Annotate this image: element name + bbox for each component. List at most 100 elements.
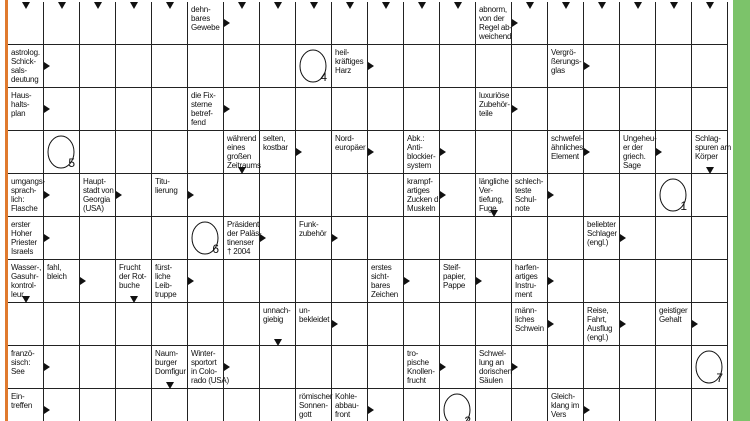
cell[interactable] — [224, 260, 260, 303]
cell[interactable] — [224, 303, 260, 346]
cell[interactable] — [620, 346, 656, 389]
cell[interactable] — [692, 88, 728, 131]
cell[interactable] — [44, 217, 80, 260]
cell[interactable] — [548, 303, 584, 346]
cell[interactable] — [188, 174, 224, 217]
cell[interactable] — [152, 303, 188, 346]
cell[interactable] — [548, 217, 584, 260]
cell[interactable] — [80, 131, 116, 174]
cell[interactable] — [116, 45, 152, 88]
cell[interactable] — [548, 88, 584, 131]
cell[interactable] — [224, 346, 260, 389]
cell[interactable] — [188, 260, 224, 303]
cell[interactable] — [116, 346, 152, 389]
cell[interactable] — [152, 131, 188, 174]
cell[interactable] — [152, 88, 188, 131]
cell[interactable] — [656, 217, 692, 260]
cell[interactable] — [116, 88, 152, 131]
cell[interactable] — [692, 260, 728, 303]
cell[interactable] — [260, 217, 296, 260]
cell[interactable] — [440, 346, 476, 389]
cell[interactable] — [512, 346, 548, 389]
cell[interactable] — [440, 88, 476, 131]
cell[interactable] — [548, 346, 584, 389]
cell[interactable] — [584, 45, 620, 88]
cell[interactable] — [620, 88, 656, 131]
cell[interactable] — [44, 2, 80, 45]
cell[interactable] — [440, 2, 476, 45]
cell[interactable] — [224, 88, 260, 131]
cell[interactable] — [404, 2, 440, 45]
cell[interactable] — [296, 88, 332, 131]
cell[interactable] — [368, 389, 404, 421]
cell[interactable] — [80, 346, 116, 389]
cell[interactable] — [692, 389, 728, 421]
cell[interactable] — [152, 389, 188, 421]
cell[interactable] — [692, 174, 728, 217]
cell[interactable] — [260, 88, 296, 131]
cell[interactable] — [332, 217, 368, 260]
cell[interactable] — [476, 217, 512, 260]
cell[interactable] — [296, 260, 332, 303]
cell[interactable] — [260, 45, 296, 88]
cell[interactable] — [404, 217, 440, 260]
cell[interactable] — [80, 217, 116, 260]
cell[interactable] — [116, 303, 152, 346]
cell[interactable] — [692, 45, 728, 88]
cell[interactable] — [620, 174, 656, 217]
cell[interactable] — [224, 2, 260, 45]
cell[interactable] — [656, 2, 692, 45]
cell[interactable] — [692, 217, 728, 260]
cell[interactable] — [116, 217, 152, 260]
cell[interactable] — [584, 260, 620, 303]
cell[interactable] — [440, 174, 476, 217]
cell[interactable] — [152, 45, 188, 88]
cell[interactable] — [44, 389, 80, 421]
cell[interactable] — [692, 2, 728, 45]
cell[interactable] — [44, 346, 80, 389]
cell[interactable] — [80, 88, 116, 131]
cell[interactable] — [80, 303, 116, 346]
cell[interactable] — [440, 45, 476, 88]
cell[interactable] — [584, 174, 620, 217]
cell[interactable] — [368, 88, 404, 131]
cell[interactable] — [512, 131, 548, 174]
cell[interactable] — [296, 346, 332, 389]
cell[interactable] — [656, 346, 692, 389]
cell[interactable] — [584, 346, 620, 389]
cell[interactable] — [260, 260, 296, 303]
cell[interactable] — [584, 88, 620, 131]
cell[interactable] — [368, 45, 404, 88]
cell[interactable] — [620, 260, 656, 303]
cell[interactable] — [116, 174, 152, 217]
cell[interactable] — [512, 88, 548, 131]
cell[interactable] — [332, 346, 368, 389]
cell[interactable] — [620, 45, 656, 88]
cell[interactable] — [584, 2, 620, 45]
cell[interactable] — [548, 174, 584, 217]
cell[interactable] — [260, 389, 296, 421]
cell[interactable] — [296, 2, 332, 45]
cell[interactable] — [656, 131, 692, 174]
cell[interactable] — [188, 45, 224, 88]
cell[interactable] — [80, 389, 116, 421]
cell[interactable] — [296, 174, 332, 217]
cell[interactable] — [476, 260, 512, 303]
cell[interactable] — [152, 2, 188, 45]
cell[interactable] — [656, 45, 692, 88]
cell[interactable] — [584, 389, 620, 421]
cell[interactable] — [44, 45, 80, 88]
cell[interactable] — [368, 217, 404, 260]
cell[interactable] — [512, 45, 548, 88]
cell[interactable] — [692, 303, 728, 346]
cell[interactable] — [332, 2, 368, 45]
cell[interactable] — [44, 303, 80, 346]
cell[interactable] — [332, 260, 368, 303]
cell[interactable] — [440, 131, 476, 174]
cell[interactable] — [8, 131, 44, 174]
cell[interactable] — [440, 217, 476, 260]
cell[interactable] — [404, 303, 440, 346]
cell[interactable] — [512, 389, 548, 421]
cell[interactable] — [512, 2, 548, 45]
cell[interactable] — [260, 2, 296, 45]
